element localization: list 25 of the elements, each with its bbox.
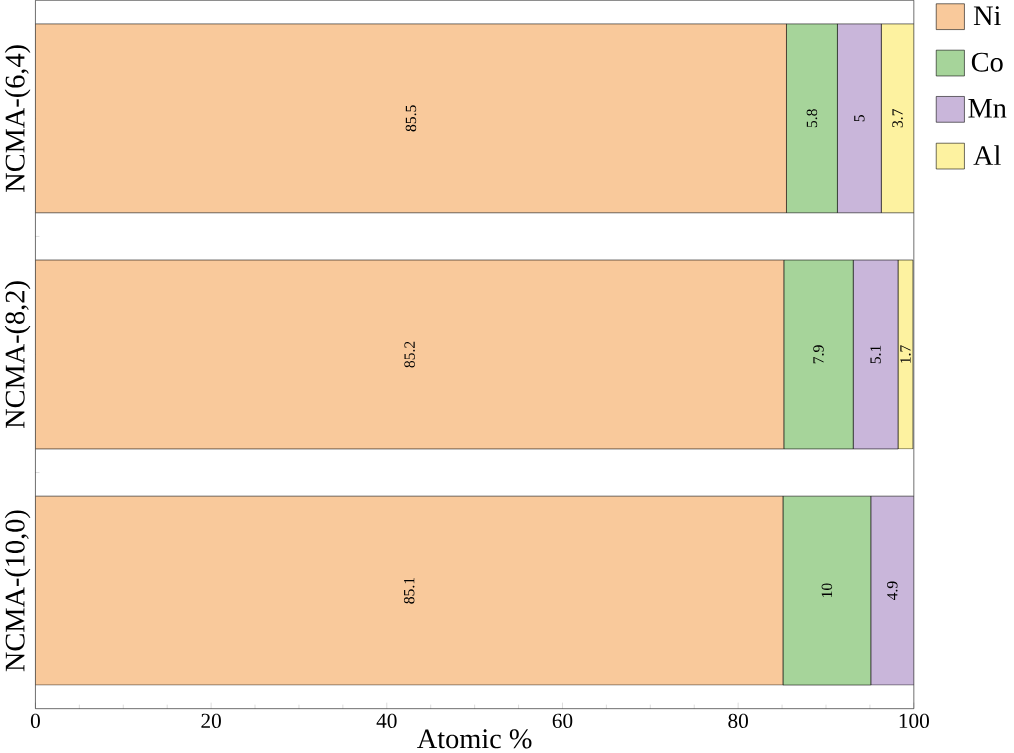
x-tick-label: 100 <box>899 713 929 728</box>
x-tick-label: 20 <box>201 713 221 728</box>
y-tick-label: NCMA-(10,0) <box>4 510 31 672</box>
data-label: 3.7 <box>892 108 903 128</box>
legend-label: Co <box>971 52 1003 72</box>
x-tick-label: 60 <box>552 713 573 728</box>
x-tick-label: 40 <box>376 713 397 728</box>
data-label: 1.7 <box>900 345 911 363</box>
y-tick-label: NCMA-(6,4) <box>4 45 31 192</box>
x-tick-label: 80 <box>728 713 748 728</box>
data-label: 10 <box>821 583 833 597</box>
data-label: 85.5 <box>405 105 417 132</box>
data-label: 85.2 <box>404 341 415 368</box>
x-axis-title: Atomic % <box>417 729 532 749</box>
legend-label: Mn <box>968 98 1007 118</box>
data-label: 7.9 <box>813 345 824 364</box>
legend-label: Ni <box>973 6 1001 25</box>
data-label: 5.1 <box>870 345 881 364</box>
y-tick-label: NCMA-(8,2) <box>4 281 31 428</box>
data-label: 5.8 <box>806 109 818 128</box>
legend-label: Al <box>973 145 1001 165</box>
data-label: 4.9 <box>887 581 898 600</box>
data-label: 5 <box>854 114 865 122</box>
x-tick-label: 0 <box>30 713 40 728</box>
data-label: 85.1 <box>403 577 415 604</box>
